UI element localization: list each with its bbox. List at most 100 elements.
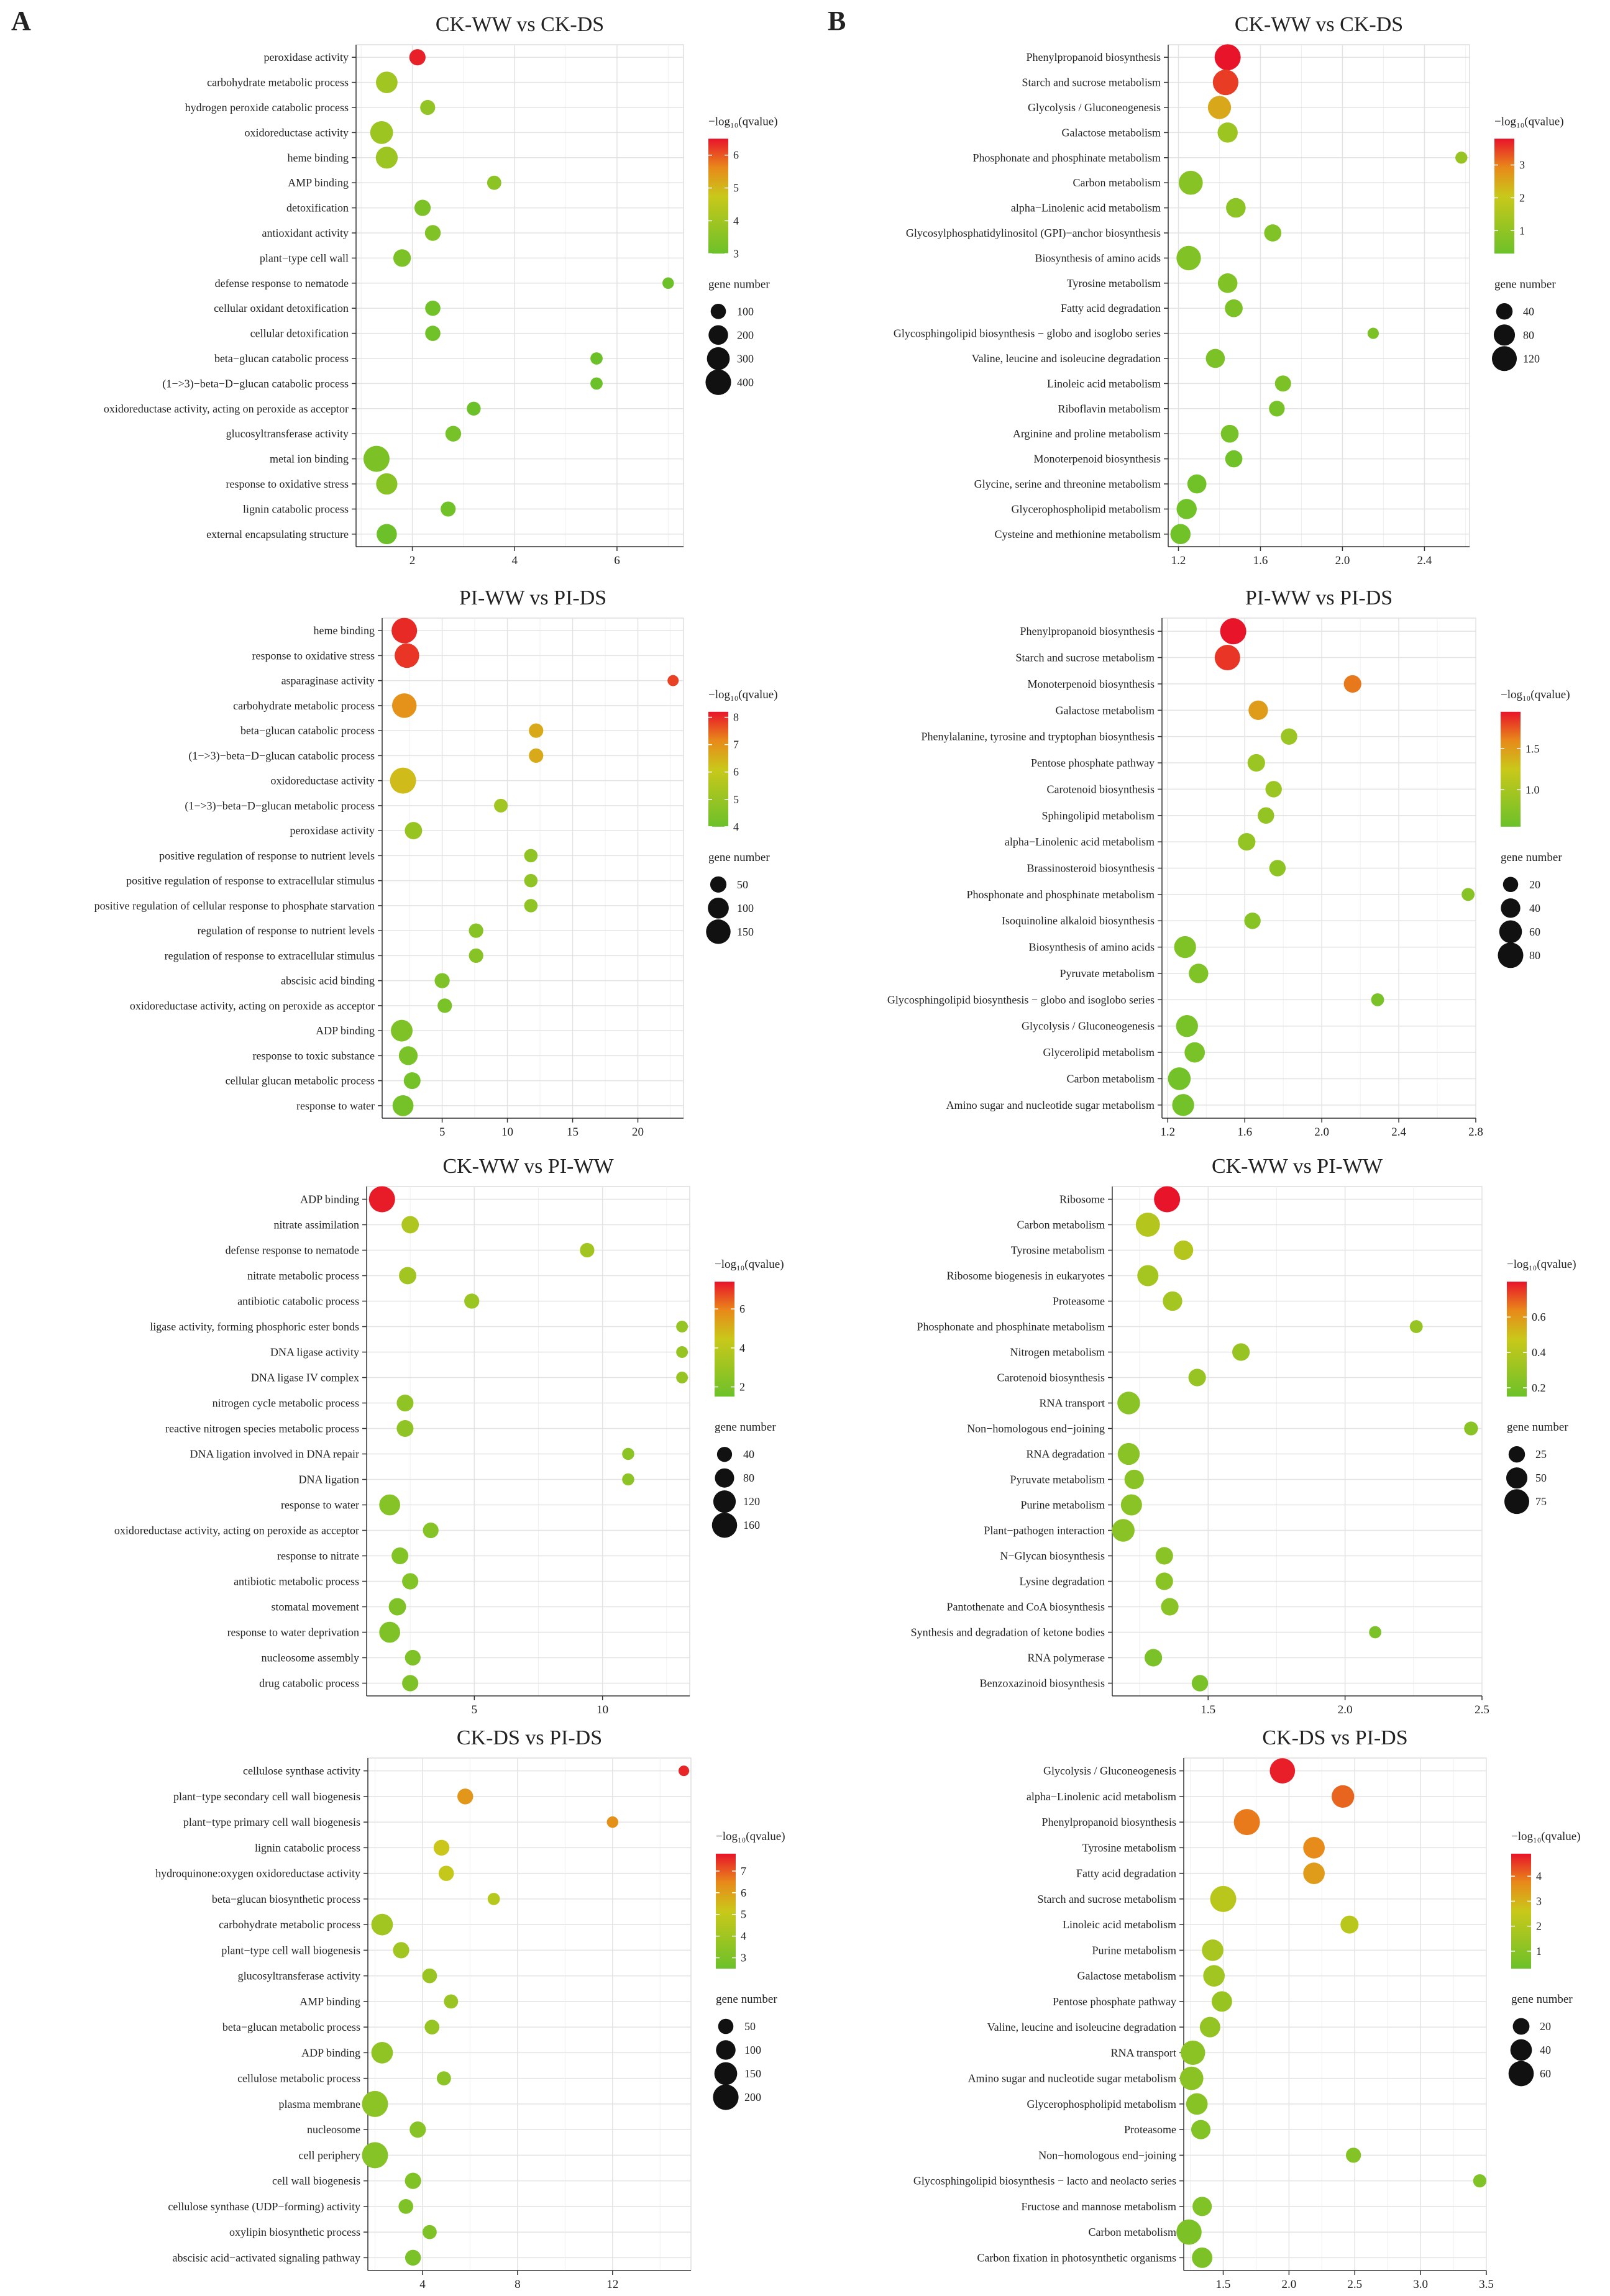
y-tick-label: DNA ligase activity	[270, 1346, 359, 1359]
x-tick-label: 5	[472, 1703, 478, 1716]
color-legend-label: 5	[733, 182, 739, 194]
data-point	[1154, 1186, 1181, 1213]
y-tick-label: plant−type secondary cell wall biogenesi…	[173, 1790, 360, 1803]
y-tick-label: DNA ligase IV complex	[251, 1372, 359, 1384]
data-point	[1343, 675, 1361, 693]
data-point	[376, 473, 398, 495]
data-point	[662, 277, 674, 289]
color-legend-label: 0.2	[1532, 1382, 1546, 1394]
x-tick-label: 2.0	[1314, 1126, 1329, 1139]
data-point	[396, 1419, 414, 1437]
color-legend-bar	[716, 1854, 736, 1969]
size-legend-label: 25	[1535, 1448, 1547, 1460]
plots-layer: CK-WW vs CK-DS peroxidase activity carbohy…	[94, 13, 1581, 2291]
y-tick-label: beta−glucan catabolic process	[240, 724, 375, 737]
data-point	[362, 2142, 388, 2169]
data-point	[371, 2041, 393, 2064]
data-point	[1258, 807, 1274, 824]
size-legend-circle	[1504, 1489, 1529, 1515]
data-point	[606, 1816, 619, 1828]
size-legend-label: 20	[1540, 2020, 1551, 2033]
y-tick-label: Non−homologous end−joining	[967, 1423, 1105, 1435]
y-tick-label: RNA transport	[1040, 1397, 1105, 1410]
y-tick-label: Fatty acid degradation	[1076, 1867, 1176, 1880]
data-point	[362, 2090, 388, 2117]
data-point	[1203, 1965, 1225, 1987]
data-point	[1211, 1991, 1232, 2012]
y-tick-label: Galactose metabolism	[1056, 704, 1155, 716]
y-tick-label: Phosphonate and phosphinate metabolism	[917, 1321, 1105, 1333]
data-point	[414, 199, 431, 216]
size-legend-label: 60	[1540, 2067, 1551, 2080]
data-point	[1269, 1758, 1296, 1784]
y-tick-label: antioxidant activity	[262, 227, 349, 239]
data-point	[1155, 1547, 1173, 1565]
color-legend-label: 4	[741, 1930, 746, 1943]
data-point	[676, 1321, 688, 1332]
y-tick-label: Purine metabolism	[1092, 1944, 1176, 1956]
y-tick-label: RNA degradation	[1027, 1448, 1105, 1460]
data-point	[371, 1913, 393, 1936]
size-legend-circle	[1499, 920, 1522, 944]
y-tick-label: RNA polymerase	[1028, 1652, 1105, 1664]
color-legend-label: 3	[1536, 1895, 1542, 1907]
y-tick-label: defense response to nematode	[215, 277, 349, 289]
data-point	[399, 1267, 416, 1285]
size-legend-title: gene number	[708, 278, 770, 291]
y-tick-label: reactive nitrogen species metabolic proc…	[165, 1423, 359, 1435]
data-point	[1174, 936, 1196, 959]
data-point	[1205, 348, 1225, 368]
data-point	[469, 948, 483, 963]
y-tick-label: antibiotic catabolic process	[237, 1295, 359, 1308]
y-tick-label: response to water	[296, 1100, 375, 1112]
y-tick-label: Amino sugar and nucleotide sugar metabol…	[946, 1099, 1155, 1111]
y-tick-label: peroxidase activity	[290, 824, 375, 837]
data-point	[441, 501, 456, 517]
y-tick-label: Proteasome	[1124, 2123, 1176, 2136]
y-tick-label: Phenylpropanoid biosynthesis	[1020, 625, 1155, 637]
size-legend-title: gene number	[1494, 278, 1556, 291]
color-legend-label: 6	[741, 1887, 746, 1899]
x-tick-label: 2.4	[1417, 554, 1432, 567]
y-tick-label: plasma membrane	[279, 2098, 360, 2110]
data-point	[402, 1573, 419, 1590]
y-tick-label: abscisic acid binding	[281, 975, 375, 987]
data-point	[1161, 1598, 1179, 1616]
y-tick-label: beta−glucan metabolic process	[222, 2021, 360, 2033]
y-tick-label: stomatal movement	[272, 1601, 359, 1613]
y-tick-label: Glycine, serine and threonine metabolism	[974, 478, 1161, 490]
x-tick-label: 4	[512, 554, 518, 567]
size-legend-circle	[713, 1490, 736, 1513]
data-point	[444, 1994, 459, 2009]
y-tick-label: (1−>3)−beta−D−glucan catabolic process	[162, 377, 349, 390]
y-tick-label: defense response to nematode	[226, 1244, 359, 1257]
y-tick-label: detoxification	[286, 202, 349, 214]
y-tick-label: peroxidase activity	[264, 51, 349, 63]
plot-area	[355, 44, 684, 547]
data-point	[401, 1216, 419, 1234]
data-point	[457, 1788, 473, 1805]
x-tick-label: 8	[515, 2278, 521, 2291]
y-tick-label: nucleosome	[307, 2123, 360, 2136]
data-point	[1225, 299, 1243, 317]
y-tick-label: cellulose metabolic process	[237, 2072, 360, 2085]
data-point	[1226, 198, 1246, 218]
data-point	[1214, 645, 1240, 671]
size-legend-circle	[1510, 2039, 1532, 2061]
data-point	[438, 1866, 454, 1881]
y-tick-label: Carotenoid biosynthesis	[997, 1372, 1105, 1384]
data-point	[1238, 833, 1256, 851]
y-tick-label: Lysine degradation	[1020, 1575, 1105, 1588]
x-tick-label: 1.6	[1253, 554, 1268, 567]
y-tick-label: Ribosome	[1059, 1193, 1105, 1206]
x-tick-label: 1.2	[1160, 1126, 1175, 1139]
data-point	[622, 1447, 634, 1460]
color-legend-title: −log₁₀(qvalue)	[1501, 688, 1570, 701]
data-point	[590, 377, 603, 390]
data-point	[1179, 2066, 1204, 2090]
chart-title: CK-DS vs PI-DS	[1262, 1726, 1407, 1749]
data-point	[469, 923, 483, 938]
color-legend-label: 2	[1536, 1920, 1542, 1933]
y-tick-label: Glycolysis / Gluconeogenesis	[1028, 101, 1161, 114]
color-legend-label: 1.0	[1525, 783, 1540, 796]
